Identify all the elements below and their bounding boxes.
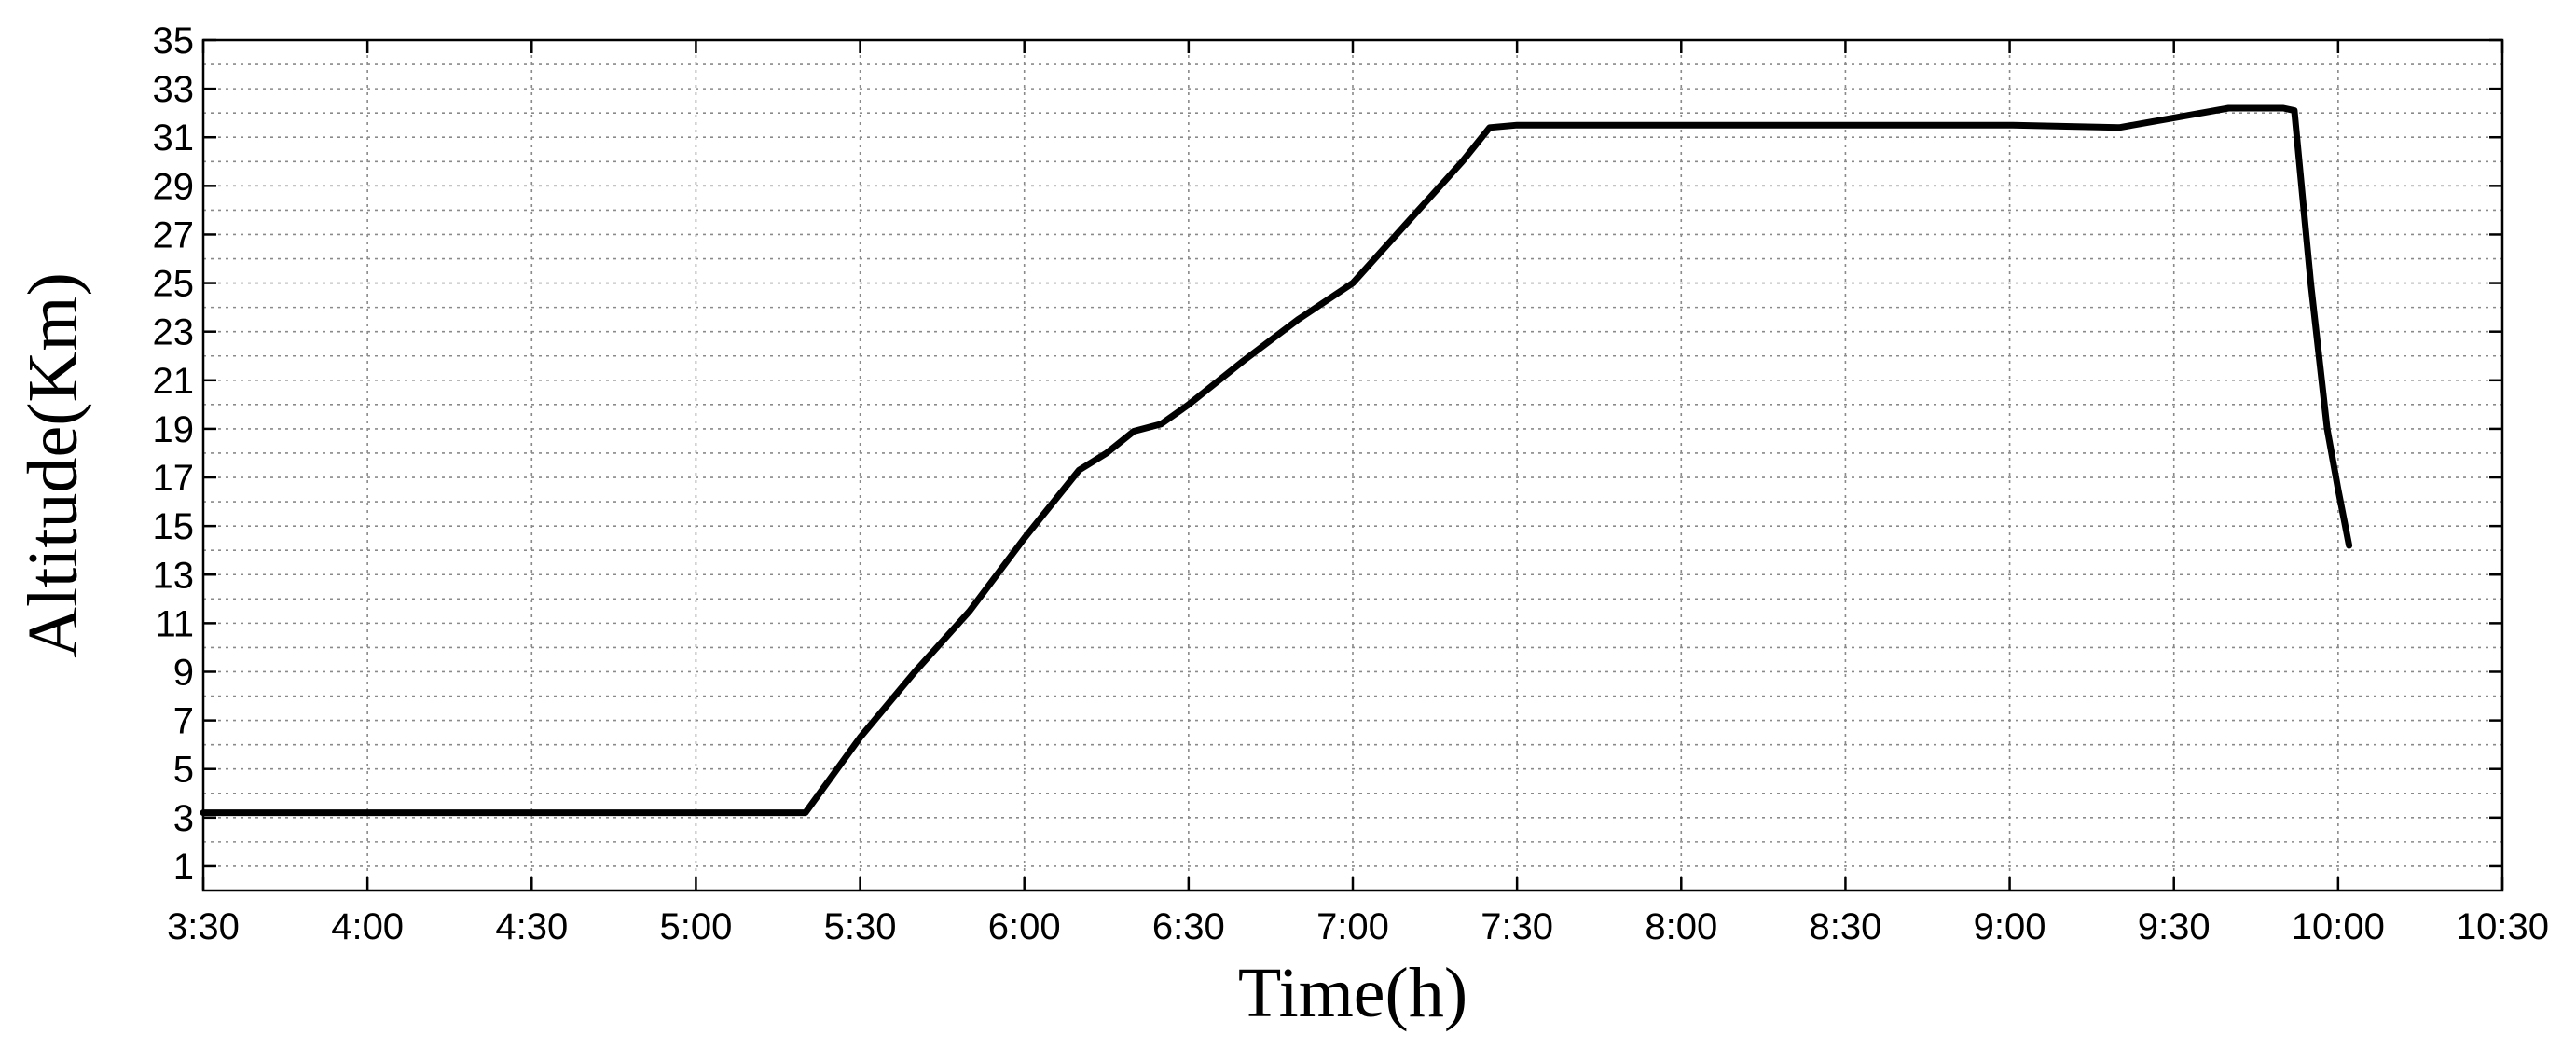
- tick-marks: [201, 38, 2504, 890]
- y-tick-label: 11: [155, 603, 194, 644]
- x-tick-label: 6:00: [988, 906, 1061, 947]
- y-tick-label: 7: [173, 701, 194, 742]
- y-tick-label: 9: [173, 652, 194, 693]
- y-tick-label: 1: [173, 847, 194, 888]
- y-tick-label: 17: [153, 458, 195, 499]
- y-tick-label: 5: [173, 750, 194, 791]
- x-tick-label: 10:30: [2456, 906, 2549, 947]
- x-tick-label: 6:30: [1152, 906, 1225, 947]
- x-tick-label: 8:00: [1645, 906, 1717, 947]
- y-axis-title: Altitude(Km): [14, 272, 92, 658]
- altitude-series-line: [200, 104, 2353, 817]
- y-tick-label: 15: [153, 506, 195, 547]
- y-tick-label: 35: [153, 21, 195, 62]
- x-tick-label: 5:30: [824, 906, 897, 947]
- x-tick-label: 5:00: [659, 906, 732, 947]
- grid-lines: [203, 40, 2502, 890]
- y-tick-label: 25: [153, 264, 195, 305]
- x-tick-label: 3:30: [167, 906, 240, 947]
- x-tick-label: 7:00: [1316, 906, 1389, 947]
- y-tick-label: 19: [153, 409, 195, 450]
- y-tick-label: 13: [153, 555, 195, 596]
- x-tick-label: 8:30: [1809, 906, 1881, 947]
- x-tick-label: 9:00: [1974, 906, 2046, 947]
- x-tick-label: 4:30: [495, 906, 568, 947]
- x-tick-labels: 3:30 4:00 4:30 5:00 5:30 6:00 6:30 7:00 7:30 8:00…: [167, 906, 2549, 947]
- x-tick-label: 7:30: [1481, 906, 1553, 947]
- y-tick-label: 29: [153, 166, 195, 207]
- y-tick-label: 27: [153, 214, 195, 255]
- y-tick-label: 31: [153, 117, 195, 159]
- x-tick-label: 4:00: [331, 906, 404, 947]
- x-axis-title: Time(h): [1238, 954, 1467, 1032]
- y-tick-label: 21: [153, 361, 195, 402]
- y-tick-label: 33: [153, 69, 195, 110]
- x-tick-label: 9:30: [2138, 906, 2211, 947]
- y-tick-label: 3: [173, 798, 194, 839]
- y-tick-label: 23: [153, 312, 195, 353]
- x-tick-label: 10:00: [2292, 906, 2385, 947]
